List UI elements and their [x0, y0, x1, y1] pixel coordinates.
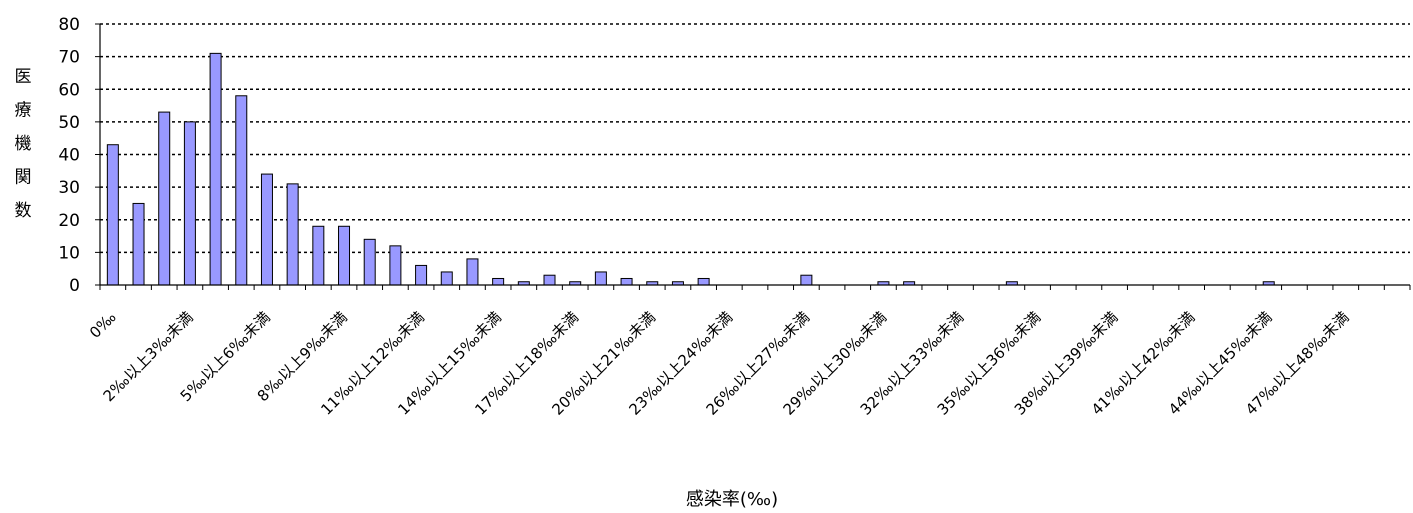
bar — [594, 271, 607, 286]
bar — [800, 274, 813, 286]
bar — [286, 183, 299, 286]
y-tick-label: 80 — [58, 15, 80, 35]
x-tick-labels: 0‰2‰以上3‰未満5‰以上6‰未満8‰以上9‰未満11‰以上12‰未満14‰以… — [86, 308, 1353, 419]
y-tick-label: 10 — [58, 243, 80, 263]
bar — [312, 225, 325, 286]
y-axis-label-char: 関 — [15, 168, 32, 188]
bar — [492, 277, 505, 286]
x-axis-label: 感染率(‰) — [686, 489, 778, 510]
bar — [235, 95, 248, 286]
bar — [132, 202, 145, 286]
y-axis-label-char: 療 — [15, 101, 32, 121]
y-axis-label-char: 医 — [15, 67, 32, 87]
bar — [389, 245, 402, 286]
bar — [183, 121, 196, 286]
axes — [95, 23, 1411, 290]
y-tick-labels: 0 10 20 30 40 50 60 70 80 — [58, 15, 80, 296]
bar — [338, 225, 351, 286]
y-axis-label-char: 機 — [15, 134, 32, 154]
y-tick-label: 60 — [58, 80, 80, 100]
y-tick-label: 50 — [58, 113, 80, 133]
bar — [158, 111, 171, 286]
bar — [697, 277, 710, 286]
bar — [260, 173, 273, 286]
y-tick-label: 40 — [58, 146, 80, 166]
y-tick-label: 30 — [58, 178, 80, 198]
x-tick-label: 0‰ — [86, 308, 120, 342]
gridlines — [100, 23, 1410, 254]
bar — [620, 277, 633, 286]
y-tick-label: 0 — [69, 276, 80, 296]
y-tick-label: 70 — [58, 48, 80, 68]
bar — [106, 144, 119, 286]
bar — [209, 52, 222, 286]
bars — [106, 52, 1275, 286]
bar — [543, 274, 556, 286]
bar — [415, 264, 428, 286]
y-tick-label: 20 — [58, 211, 80, 231]
y-axis-label-char: 数 — [15, 201, 32, 221]
bar — [363, 238, 376, 286]
bar — [440, 271, 453, 286]
bar — [466, 258, 479, 286]
